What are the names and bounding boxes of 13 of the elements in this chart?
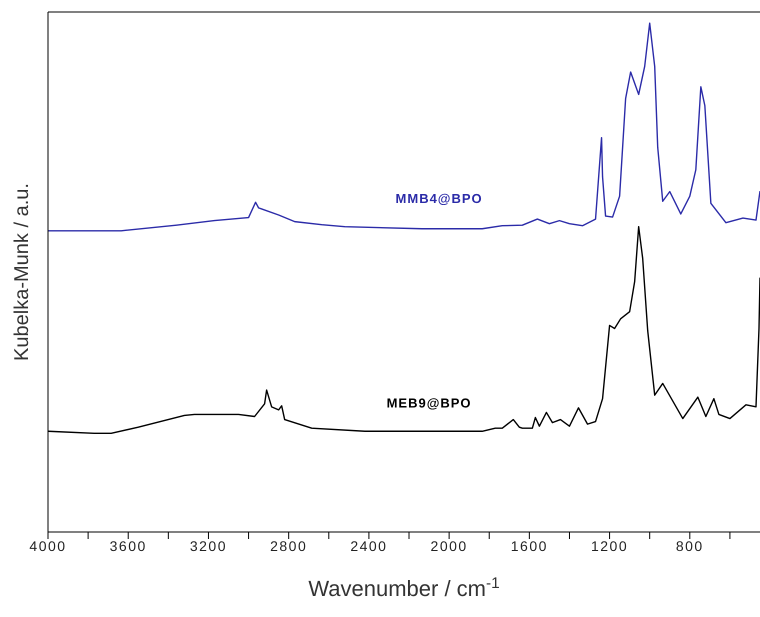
- x-tick-label: 800: [676, 538, 704, 554]
- x-tick-label: 2400: [350, 538, 388, 554]
- x-tick-label: 2000: [430, 538, 468, 554]
- x-tick-label: 3600: [110, 538, 147, 554]
- x-tick-label: 3200: [190, 538, 228, 554]
- x-tick-label: 2800: [270, 538, 308, 554]
- y-axis-title: Kubelka-Munk / a.u.: [11, 183, 34, 361]
- series-label: MMB4@BPO: [396, 190, 483, 206]
- series-label: MEB9@BPO: [386, 395, 472, 410]
- x-tick-label: 4000: [29, 538, 67, 554]
- x-tick-label: 1600: [510, 538, 548, 554]
- x-axis-title: Wavenumber / cm$^{-1}$: [308, 574, 500, 601]
- x-tick-label: 1200: [591, 538, 628, 554]
